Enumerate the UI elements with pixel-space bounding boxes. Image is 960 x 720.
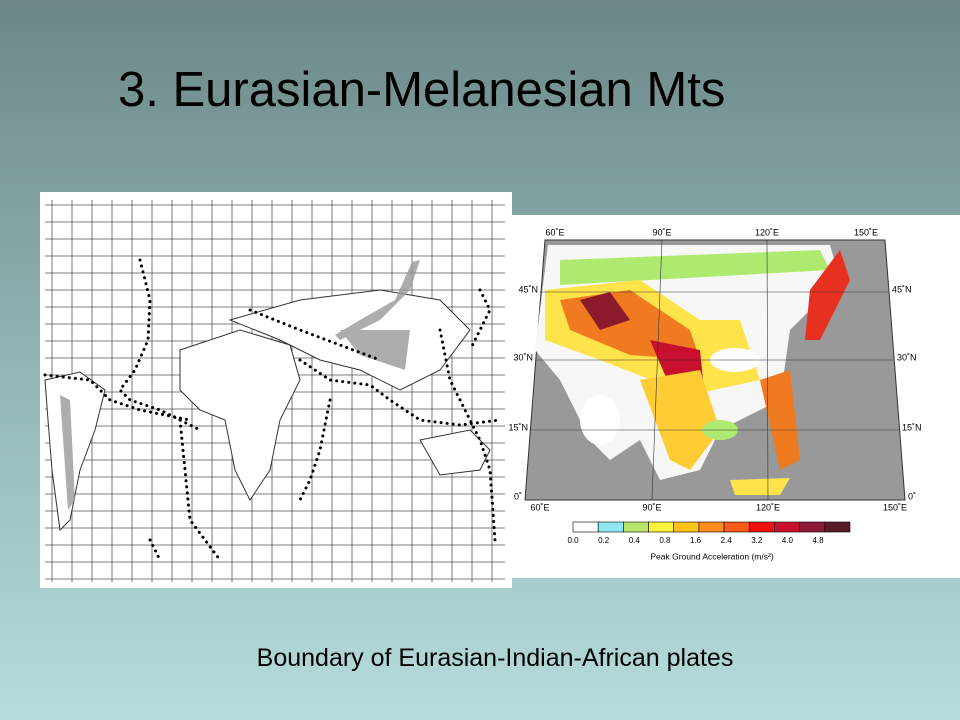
- legend-swatch: [774, 521, 800, 533]
- legend-swatch: [597, 521, 624, 533]
- legend-swatch: [623, 521, 649, 533]
- slide-caption: Boundary of Eurasian-Indian-African plat…: [256, 644, 734, 672]
- hazard-zones: [545, 250, 850, 495]
- lat-label: 0˚: [514, 491, 522, 501]
- lat-label: 45˚N: [892, 284, 912, 294]
- lon-label: 150˚E: [883, 502, 907, 512]
- legend-tick-label: 0.8: [659, 536, 671, 545]
- legend-swatch: [748, 521, 775, 533]
- lon-label: 60˚E: [545, 227, 564, 237]
- earthquake-belts: [43, 258, 502, 562]
- lat-label: 15˚N: [508, 422, 528, 432]
- lon-label: 90˚E: [642, 502, 661, 512]
- lat-label: 30˚N: [897, 352, 917, 362]
- legend-swatch: [723, 521, 750, 533]
- legend-ticks: 0.0 0.2 0.4 0.8 1.6 2.4 3.2 4.0 4.8: [567, 536, 824, 545]
- legend-swatch: [824, 521, 851, 533]
- shaded-zones: [60, 260, 420, 510]
- legend-swatch: [698, 521, 725, 533]
- lon-label: 90˚E: [652, 227, 671, 237]
- lon-label: 120˚E: [755, 227, 779, 237]
- hazard-map: 60˚E 90˚E 120˚E 150˚E 60˚E 90˚E 120˚E 15…: [505, 215, 960, 578]
- lon-label: 120˚E: [756, 502, 780, 512]
- lon-label: 60˚E: [530, 502, 549, 512]
- lat-label: 30˚N: [513, 352, 533, 362]
- lat-label: 15˚N: [902, 422, 922, 432]
- legend-title: Peak Ground Acceleration (m/s²): [650, 551, 773, 561]
- legend-bar: [572, 521, 851, 533]
- legend-swatch: [572, 521, 599, 533]
- legend-swatch: [673, 521, 700, 533]
- lat-label: 45˚N: [518, 284, 538, 294]
- legend-tick-label: 1.6: [690, 536, 702, 545]
- lon-label: 150˚E: [854, 227, 878, 237]
- legend-tick-label: 0.2: [598, 536, 610, 545]
- graticule: [530, 239, 899, 501]
- legend-swatch: [648, 521, 675, 533]
- coordinate-labels: 60˚E 90˚E 120˚E 150˚E 60˚E 90˚E 120˚E 15…: [508, 227, 921, 512]
- seismicity-map: [40, 192, 512, 588]
- legend-tick-label: 4.8: [812, 536, 824, 545]
- legend-tick-label: 0.4: [629, 536, 641, 545]
- legend-tick-label: 2.4: [721, 536, 733, 545]
- legend-swatch: [799, 521, 826, 533]
- legend-tick-label: 3.2: [751, 536, 763, 545]
- legend-tick-label: 4.0: [782, 536, 794, 545]
- slide-title: 3. Eurasian-Melanesian Mts: [118, 63, 726, 117]
- lat-label: 0˚: [908, 491, 916, 501]
- legend-tick-label: 0.0: [567, 536, 579, 545]
